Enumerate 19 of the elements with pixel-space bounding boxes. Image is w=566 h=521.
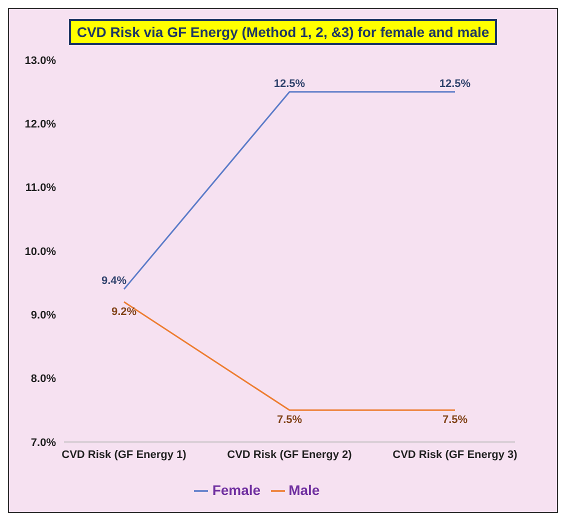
data-label: 7.5% bbox=[276, 414, 302, 426]
x-tick-label: CVD Risk (GF Energy 1) bbox=[62, 448, 187, 461]
y-tick-label: 9.0% bbox=[30, 310, 56, 322]
legend-label: Female bbox=[212, 482, 261, 498]
x-tick-label: CVD Risk (GF Energy 2) bbox=[227, 448, 352, 461]
data-label: 9.4% bbox=[101, 275, 127, 288]
y-tick-label: 13.0% bbox=[24, 54, 56, 67]
y-tick-label: 10.0% bbox=[24, 246, 56, 258]
data-label: 12.5% bbox=[439, 78, 471, 90]
y-tick-label: 7.0% bbox=[30, 436, 56, 449]
data-label: 12.5% bbox=[274, 78, 306, 90]
legend-label: Male bbox=[288, 482, 320, 498]
chart-title: CVD Risk via GF Energy (Method 1, 2, &3) for female and male bbox=[68, 19, 498, 45]
data-label: 9.2% bbox=[111, 306, 137, 318]
y-tick-label: 8.0% bbox=[30, 373, 56, 386]
data-label: 7.5% bbox=[442, 414, 468, 426]
x-tick-label: CVD Risk (GF Energy 3) bbox=[392, 448, 518, 461]
y-tick-label: 12.0% bbox=[24, 118, 56, 131]
y-tick-label: 11.0% bbox=[25, 182, 56, 194]
